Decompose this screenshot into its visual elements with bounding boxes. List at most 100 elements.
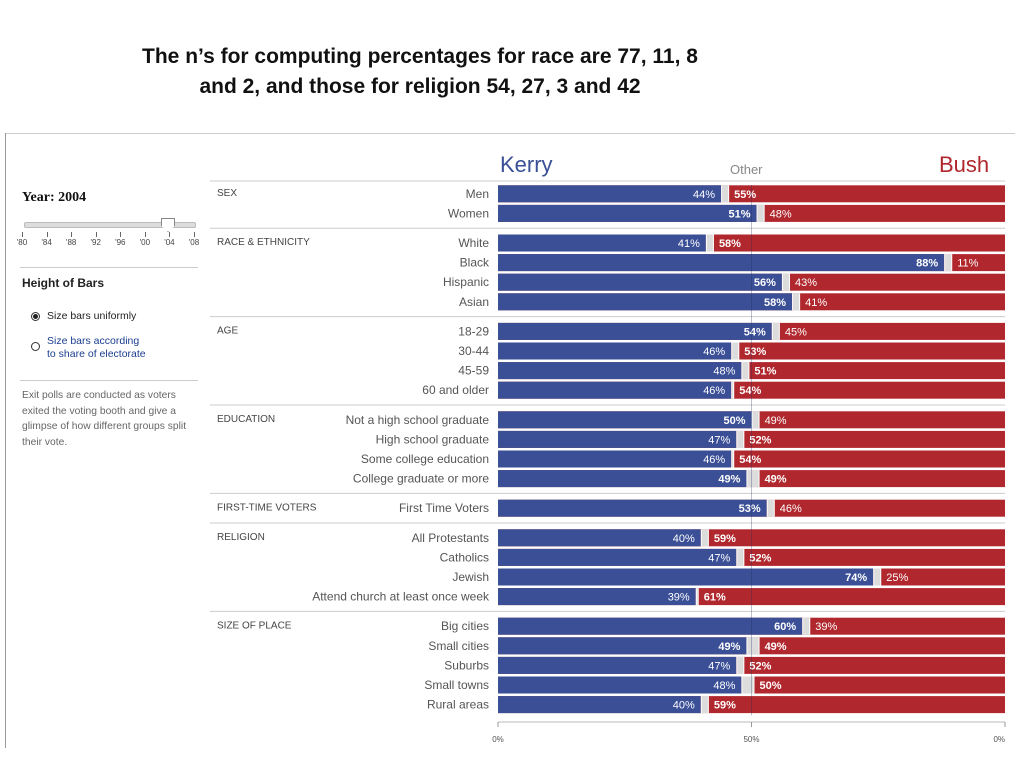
kerry-value-label: 48%: [713, 680, 735, 692]
kerry-value-label: 46%: [703, 454, 725, 466]
kerry-value-label: 48%: [713, 366, 735, 378]
bush-value-label: 53%: [744, 346, 766, 358]
kerry-value-label: 39%: [668, 592, 690, 604]
year-slider-handle[interactable]: [161, 218, 175, 232]
kerry-value-label: 41%: [678, 238, 700, 250]
kerry-bar: [498, 381, 732, 399]
group-label: FIRST-TIME VOTERS: [217, 502, 317, 513]
kerry-bar: [498, 234, 706, 252]
row-label: Catholics: [440, 550, 489, 564]
row-label: Hispanic: [443, 275, 489, 289]
row-label: Some college education: [361, 452, 489, 466]
slider-tick-label: '92: [90, 238, 101, 247]
group-label: RACE & ETHNICITY: [217, 237, 310, 248]
bush-value-label: 41%: [805, 297, 827, 309]
bush-value-label: 39%: [815, 621, 837, 633]
row-label: Suburbs: [444, 658, 489, 672]
row-label: Black: [460, 256, 490, 270]
row-label: 18-29: [458, 324, 489, 338]
kerry-value-label: 46%: [703, 385, 725, 397]
row-label: 45-59: [458, 364, 489, 378]
year-slider-track[interactable]: [24, 222, 196, 228]
other-fill: [701, 529, 708, 547]
slider-tick-label: '08: [188, 238, 200, 247]
bush-value-label: 46%: [780, 503, 802, 515]
kerry-bar: [498, 470, 747, 488]
option-size-uniform[interactable]: Size bars uniformly: [31, 310, 136, 322]
divider: [20, 380, 198, 381]
other-fill: [742, 362, 749, 380]
slider-tick-label: '80: [16, 238, 28, 247]
row-label: Rural areas: [427, 698, 489, 712]
bush-value-label: 58%: [719, 238, 741, 250]
bush-value-label: 52%: [749, 660, 771, 672]
row-label: College graduate or more: [353, 472, 489, 486]
other-fill: [752, 411, 759, 429]
chart-legend: Kerry Other Bush: [0, 148, 1024, 178]
bush-value-label: 43%: [795, 277, 817, 289]
other-fill: [732, 450, 734, 468]
kerry-bar: [498, 676, 742, 694]
height-of-bars-heading: Height of Bars: [22, 276, 105, 290]
row-label: 60 and older: [422, 383, 489, 397]
bush-value-label: 49%: [765, 641, 787, 653]
bush-value-label: 52%: [749, 552, 771, 564]
legend-bush: Bush: [939, 152, 990, 177]
bush-value-label: 55%: [734, 189, 756, 201]
bush-value-label: 59%: [714, 533, 736, 545]
bush-value-label: 45%: [785, 326, 807, 338]
kerry-bar: [498, 273, 782, 291]
option-size-by-share-line2[interactable]: to share of electorate: [47, 348, 146, 360]
slider-tick-mark: [46, 232, 48, 237]
other-fill: [945, 254, 952, 272]
option-size-by-share[interactable]: Size bars according to share of electora…: [31, 335, 146, 361]
panel-border-left: [5, 133, 6, 748]
bush-value-label: 61%: [704, 592, 726, 604]
group-label: SIZE OF PLACE: [217, 620, 292, 631]
radio-unselected-icon[interactable]: [31, 342, 40, 351]
slider-tick-label: '84: [41, 238, 52, 247]
other-fill: [722, 185, 729, 203]
year-slider-ticks: '80 '84 '88 '92 '96 '00 '04 '08: [16, 232, 200, 252]
row-label: Attend church at least once week: [312, 590, 490, 604]
other-fill: [737, 430, 744, 448]
kerry-bar: [498, 637, 747, 655]
other-fill: [737, 656, 744, 674]
x-axis-tick-label: 0%: [492, 735, 504, 744]
kerry-bar: [498, 204, 757, 222]
kerry-bar: [498, 293, 793, 311]
slider-tick-label: '00: [139, 238, 151, 247]
kerry-bar: [498, 548, 737, 566]
kerry-value-label: 53%: [739, 503, 761, 515]
kerry-value-label: 88%: [916, 258, 938, 270]
legend-kerry: Kerry: [500, 152, 553, 177]
kerry-value-label: 56%: [754, 277, 776, 289]
row-label: Big cities: [441, 619, 489, 633]
kerry-value-label: 49%: [718, 474, 740, 486]
other-fill: [732, 342, 739, 360]
row-label: Small cities: [428, 639, 489, 653]
kerry-bar: [498, 529, 701, 547]
row-label: Men: [466, 187, 489, 201]
slider-tick-mark: [194, 232, 195, 237]
kerry-value-label: 58%: [764, 297, 786, 309]
radio-selected-icon[interactable]: [31, 312, 40, 321]
bush-value-label: 59%: [714, 700, 736, 712]
row-label: Asian: [459, 295, 489, 309]
kerry-bar: [498, 588, 696, 606]
page-title: The n’s for computing percentages for ra…: [0, 42, 840, 102]
row-label: First Time Voters: [399, 501, 489, 515]
other-fill: [742, 676, 754, 694]
bush-value-label: 11%: [957, 258, 978, 270]
option-size-by-share-line1[interactable]: Size bars according: [47, 335, 140, 347]
kerry-bar: [498, 342, 732, 360]
other-fill: [747, 470, 759, 488]
slider-tick-mark: [169, 232, 171, 237]
other-fill: [701, 696, 708, 714]
kerry-bar: [498, 696, 701, 714]
kerry-value-label: 47%: [708, 552, 730, 564]
kerry-bar: [498, 185, 722, 203]
row-label: High school graduate: [376, 432, 490, 446]
bush-value-label: 49%: [765, 474, 787, 486]
